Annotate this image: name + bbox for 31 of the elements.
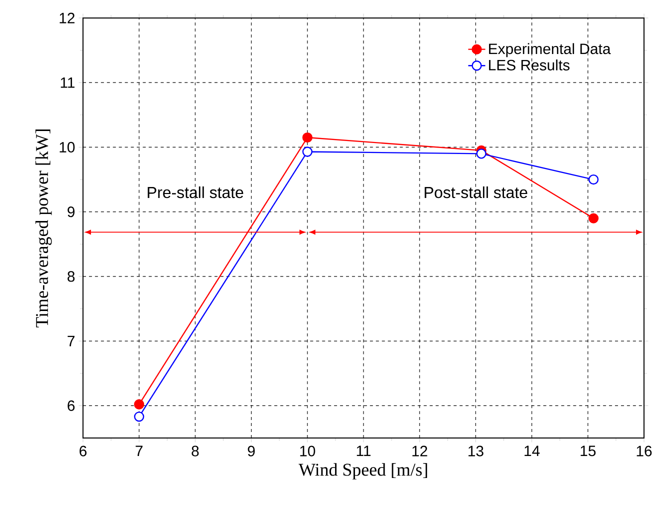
y-tick-label: 7	[68, 336, 74, 346]
point	[588, 174, 599, 185]
point	[588, 213, 599, 224]
x-tick-label: 11	[356, 446, 371, 456]
y-tick-label: 12	[60, 12, 74, 24]
x-tick-label: 16	[636, 446, 652, 456]
x-tick-label: 14	[524, 446, 540, 456]
y-tick-label: 9	[68, 206, 75, 218]
y-axis-title: Time-averaged power [kW]	[35, 130, 52, 328]
annotation: Post-stall state	[424, 186, 528, 198]
x-tick-label: 10	[300, 446, 316, 456]
point	[134, 412, 144, 422]
annotation: Pre-stall state	[148, 186, 244, 198]
x-axis-title: Wind Speed [m/s]	[298, 463, 428, 480]
y-tick-label: 8	[68, 271, 75, 282]
legend-label: Experimental Data	[489, 43, 611, 58]
x-tick-label: 13	[468, 446, 484, 456]
x-tick-label: 6	[80, 446, 87, 456]
y-tick-label: 11	[60, 77, 75, 88]
point	[302, 146, 312, 157]
x-tick-label: 12	[412, 446, 428, 456]
legend-label: LES Results	[489, 59, 570, 70]
x-tick-label: 9	[248, 446, 255, 456]
point	[476, 148, 486, 159]
x-tick-label: 7	[136, 446, 143, 456]
y-tick-label: 10	[60, 142, 75, 152]
point	[302, 132, 312, 143]
x-tick-label: 15	[580, 446, 596, 456]
y-tick-label: 6	[68, 400, 75, 411]
point	[134, 399, 144, 410]
x-tick-label: 8	[192, 446, 199, 456]
